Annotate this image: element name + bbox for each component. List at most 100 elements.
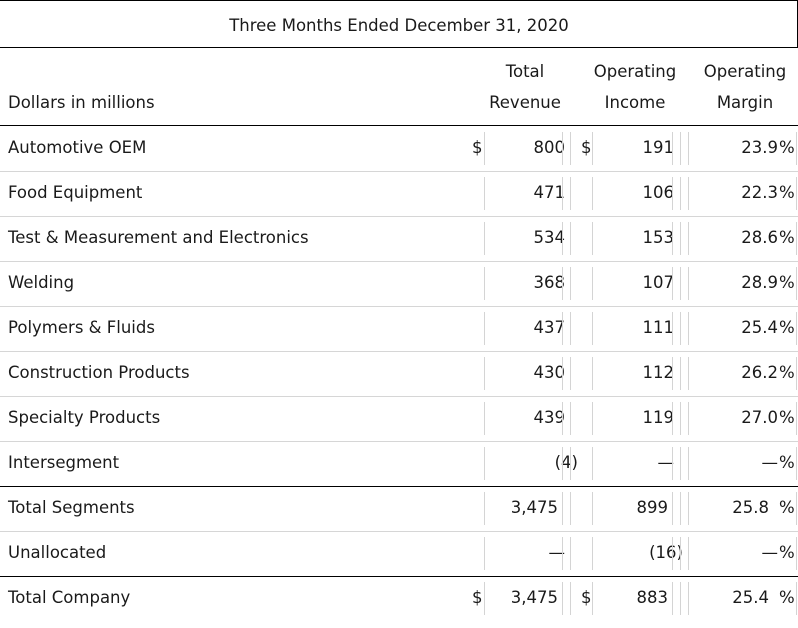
percent-sign: % [779, 498, 795, 517]
column-guide [570, 222, 571, 255]
revenue-value: — [548, 543, 566, 562]
row-divider [0, 486, 798, 487]
revenue-currency: $ [472, 588, 483, 607]
income-value: 107 [642, 273, 675, 292]
column-guide [562, 582, 563, 615]
column-guide [592, 222, 593, 255]
column-guide [484, 177, 485, 210]
column-guide [570, 402, 571, 435]
income-value: 153 [642, 228, 675, 247]
column-guide [672, 402, 673, 435]
income-value: — [657, 453, 675, 472]
margin-value: 28.6 [741, 228, 778, 247]
margin-value: 27.0 [741, 408, 778, 427]
column-guide [796, 132, 797, 165]
row-label: Construction Products [8, 363, 190, 382]
column-guide [680, 177, 681, 210]
column-guide [796, 447, 797, 480]
row-label: Total Segments [8, 498, 135, 517]
column-guide [562, 357, 563, 390]
column-guide [672, 492, 673, 525]
income-value: 112 [642, 363, 675, 382]
column-guide [484, 447, 485, 480]
revenue-value: (4) [554, 453, 578, 472]
row-divider [0, 216, 798, 217]
column-guide [484, 267, 485, 300]
income-header-line2: Income [604, 93, 666, 112]
revenue-value: 800 [533, 138, 566, 157]
column-guide [688, 402, 689, 435]
column-guide [562, 447, 563, 480]
margin-value: 25.8 [732, 498, 769, 517]
percent-sign: % [779, 138, 795, 157]
column-guide [680, 402, 681, 435]
column-guide [570, 582, 571, 615]
period-rule [0, 47, 798, 48]
row-label: Total Company [8, 588, 131, 607]
column-guide [796, 177, 797, 210]
column-guide [484, 582, 485, 615]
column-guide [680, 492, 681, 525]
column-guide [680, 267, 681, 300]
row-divider [0, 576, 798, 577]
column-guide [672, 537, 673, 570]
margin-value: 25.4 [741, 318, 778, 337]
row-label: Welding [8, 273, 75, 292]
column-guide [796, 312, 797, 345]
column-guide [688, 357, 689, 390]
column-guide [570, 177, 571, 210]
column-guide [672, 132, 673, 165]
column-guide [688, 492, 689, 525]
income-currency: $ [581, 588, 592, 607]
revenue-value: 471 [533, 183, 566, 202]
row-divider [0, 441, 798, 442]
column-guide [592, 447, 593, 480]
revenue-header-line1: Total [505, 62, 545, 81]
margin-value: 25.4 [732, 588, 769, 607]
column-guide [796, 582, 797, 615]
column-guide [672, 582, 673, 615]
column-guide [796, 267, 797, 300]
column-guide [562, 222, 563, 255]
column-guide [562, 177, 563, 210]
column-guide [680, 132, 681, 165]
column-guide [796, 222, 797, 255]
column-guide [688, 132, 689, 165]
percent-sign: % [779, 408, 795, 427]
revenue-currency: $ [472, 138, 483, 157]
units-label: Dollars in millions [8, 93, 155, 112]
column-guide [592, 312, 593, 345]
column-guide [672, 222, 673, 255]
revenue-value: 3,475 [510, 498, 558, 517]
income-value: 106 [642, 183, 675, 202]
percent-sign: % [779, 273, 795, 292]
column-guide [484, 402, 485, 435]
row-divider [0, 396, 798, 397]
row-divider [0, 171, 798, 172]
column-guide [562, 312, 563, 345]
period-header: Three Months Ended December 31, 2020 [229, 16, 569, 35]
column-guide [592, 492, 593, 525]
margin-header-line1: Operating [703, 62, 787, 81]
margin-header-line2: Margin [716, 93, 774, 112]
income-header-line1: Operating [593, 62, 677, 81]
column-guide [484, 222, 485, 255]
column-guide [592, 267, 593, 300]
column-guide [570, 537, 571, 570]
column-guide [796, 492, 797, 525]
revenue-value: 430 [533, 363, 566, 382]
column-guide [562, 132, 563, 165]
income-value: 119 [642, 408, 675, 427]
row-label: Test & Measurement and Electronics [8, 228, 309, 247]
column-guide [562, 537, 563, 570]
revenue-header-line2: Revenue [489, 93, 561, 112]
header-bottom-rule [0, 125, 798, 126]
column-guide [672, 267, 673, 300]
percent-sign: % [779, 363, 795, 382]
margin-value: 23.9 [741, 138, 778, 157]
row-label: Food Equipment [8, 183, 143, 202]
column-guide [484, 537, 485, 570]
column-guide [796, 357, 797, 390]
percent-sign: % [779, 453, 795, 472]
